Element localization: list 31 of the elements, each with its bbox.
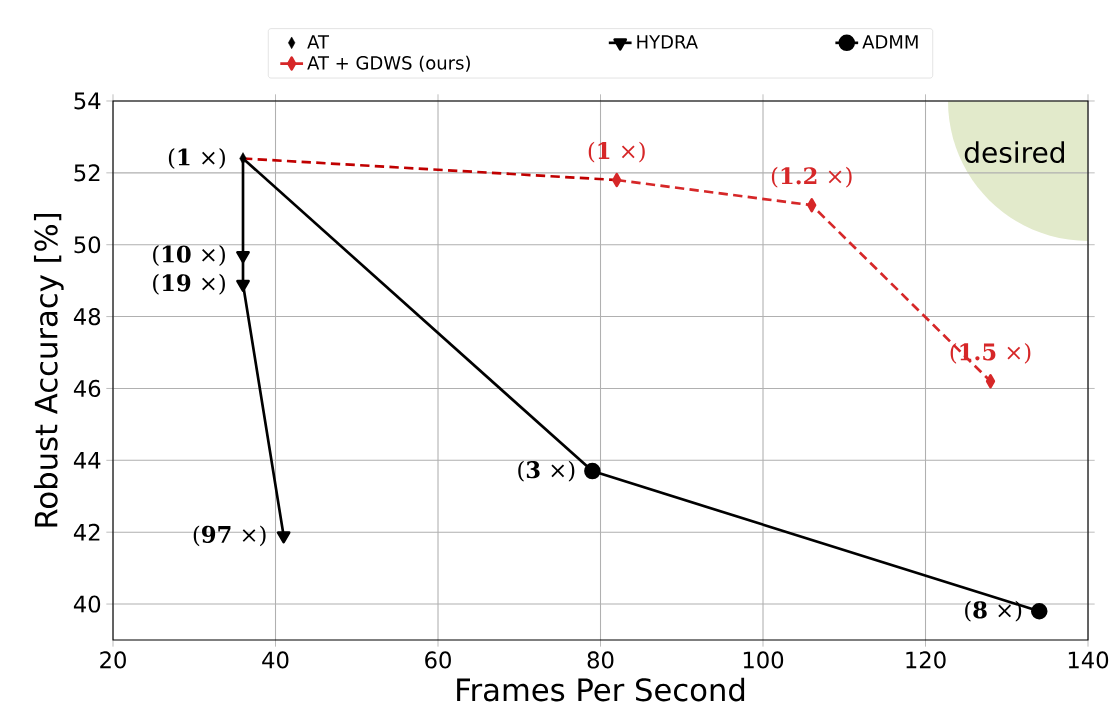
- y-tick-label: 54: [74, 92, 101, 110]
- y-tick-label: 42: [73, 523, 100, 541]
- x-tick-label: 80: [587, 651, 614, 669]
- x-tick-label: 60: [425, 651, 451, 669]
- annotation: desired: [964, 141, 1064, 164]
- legend-label: AT: [307, 35, 330, 49]
- y-tick-label: 48: [73, 308, 101, 326]
- y-tick-label: 44: [73, 452, 101, 469]
- x-tick-label: 20: [100, 651, 126, 669]
- annotation: (1.5 ×): [950, 342, 1031, 364]
- y-tick-label: 40: [73, 595, 101, 613]
- annotation: (1 ×): [588, 141, 645, 163]
- annotation: (10 ×): [153, 245, 225, 266]
- x-tick-label: 100: [743, 651, 784, 669]
- annotation: (8 ×): [965, 600, 1022, 622]
- annotation: (3 ×): [518, 460, 575, 482]
- annotation: (97 ×): [193, 525, 266, 547]
- x-axis-title: Frames Per Second: [457, 677, 745, 702]
- annotation: (1.2 ×): [771, 166, 852, 188]
- legend-label: ADMM: [862, 35, 918, 49]
- y-tick-label: 46: [73, 379, 101, 398]
- legend-label: HYDRA: [637, 35, 698, 49]
- annotation: (1 ×): [168, 148, 225, 169]
- x-tick-label: 140: [1068, 651, 1109, 669]
- y-axis-title: Robust Accuracy [%]: [33, 214, 64, 527]
- x-tick-label: 120: [906, 651, 946, 669]
- annotation: (19 ×): [153, 273, 225, 295]
- legend-label: AT + GDWS (ours): [307, 55, 470, 72]
- y-tick-label: 52: [74, 164, 100, 182]
- x-tick-label: 40: [262, 651, 289, 669]
- y-tick-label: 50: [74, 236, 101, 254]
